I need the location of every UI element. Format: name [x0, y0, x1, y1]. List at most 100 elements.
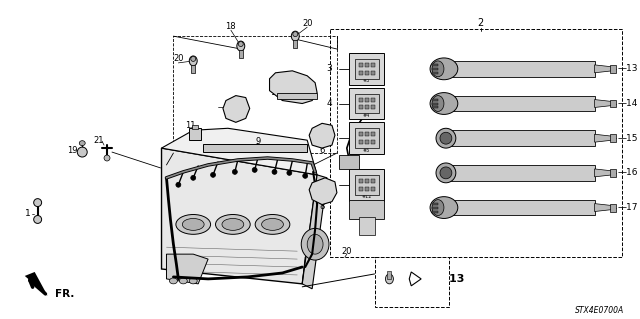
Bar [432, 99, 438, 100]
Ellipse shape [216, 214, 250, 234]
Bar [371, 179, 374, 183]
Bar [432, 72, 438, 74]
Bar [203, 144, 307, 152]
Ellipse shape [293, 32, 298, 37]
Text: 5: 5 [326, 134, 332, 143]
Text: 20: 20 [342, 247, 352, 256]
Ellipse shape [430, 93, 458, 115]
Bar [192, 125, 198, 129]
Bar [365, 71, 369, 75]
Polygon shape [223, 96, 250, 122]
Polygon shape [309, 123, 335, 148]
Ellipse shape [255, 214, 290, 234]
Text: —17: —17 [618, 203, 638, 212]
Text: STX4E0700A: STX4E0700A [575, 306, 624, 315]
Ellipse shape [189, 56, 197, 66]
Circle shape [34, 199, 42, 207]
Ellipse shape [79, 141, 85, 146]
Polygon shape [409, 272, 421, 286]
Bar [173, 36, 337, 153]
Text: #3: #3 [363, 78, 371, 83]
Polygon shape [595, 134, 612, 142]
Text: —16: —16 [618, 168, 638, 177]
Bar [432, 68, 438, 70]
Bar [191, 65, 195, 73]
Bar [239, 50, 243, 58]
Text: 8: 8 [319, 202, 324, 211]
Ellipse shape [182, 219, 204, 230]
Circle shape [34, 216, 42, 223]
Polygon shape [309, 178, 337, 204]
Circle shape [77, 147, 87, 157]
Polygon shape [595, 100, 612, 108]
Text: 6: 6 [319, 145, 324, 155]
Polygon shape [269, 71, 317, 103]
Text: 12: 12 [321, 180, 332, 189]
Polygon shape [595, 169, 612, 177]
Text: 19: 19 [67, 145, 77, 155]
Ellipse shape [430, 58, 458, 80]
Ellipse shape [432, 200, 444, 216]
Bar [387, 271, 392, 279]
Text: 21: 21 [94, 136, 104, 145]
Bar [358, 106, 363, 109]
Bar [446, 61, 595, 77]
Bar [365, 179, 369, 183]
Circle shape [211, 172, 216, 177]
Bar [611, 204, 616, 211]
Bar [358, 132, 363, 136]
Circle shape [191, 175, 196, 180]
Polygon shape [595, 65, 612, 73]
Bar [432, 211, 438, 212]
Ellipse shape [432, 61, 444, 77]
Text: 7: 7 [228, 103, 234, 112]
Bar [432, 102, 438, 105]
Ellipse shape [222, 219, 244, 230]
Text: 10: 10 [270, 88, 281, 97]
Ellipse shape [291, 31, 300, 41]
Bar [446, 165, 595, 181]
Ellipse shape [191, 56, 196, 61]
Bar [365, 98, 369, 101]
Text: 1: 1 [25, 209, 31, 218]
Bar [432, 203, 438, 204]
Ellipse shape [170, 278, 177, 284]
Bar [365, 132, 369, 136]
Bar [371, 98, 374, 101]
Bar [446, 200, 595, 216]
Bar [432, 64, 438, 66]
Text: 20: 20 [302, 19, 312, 28]
Bar [278, 93, 317, 99]
Polygon shape [595, 204, 612, 211]
Polygon shape [161, 128, 317, 175]
Text: #5: #5 [363, 148, 371, 152]
Bar [371, 140, 374, 144]
Bar [365, 63, 369, 67]
Bar [330, 29, 622, 257]
Bar [358, 140, 363, 144]
Ellipse shape [238, 41, 243, 47]
Bar [339, 155, 358, 169]
Circle shape [440, 167, 452, 179]
Circle shape [440, 132, 452, 144]
Bar [355, 93, 378, 114]
Ellipse shape [432, 96, 444, 111]
Text: 9: 9 [255, 137, 260, 146]
Bar [371, 63, 374, 67]
Bar [355, 175, 378, 195]
Bar [293, 40, 297, 48]
Polygon shape [161, 148, 317, 284]
Bar [355, 128, 378, 148]
Circle shape [303, 173, 308, 178]
Circle shape [252, 167, 257, 172]
Bar [358, 71, 363, 75]
Bar [374, 257, 449, 307]
Ellipse shape [262, 219, 284, 230]
Text: 11: 11 [185, 121, 195, 130]
Bar [432, 207, 438, 209]
Ellipse shape [436, 128, 456, 148]
Bar [611, 134, 616, 142]
Bar [358, 63, 363, 67]
Bar [446, 130, 595, 146]
Ellipse shape [189, 278, 197, 284]
